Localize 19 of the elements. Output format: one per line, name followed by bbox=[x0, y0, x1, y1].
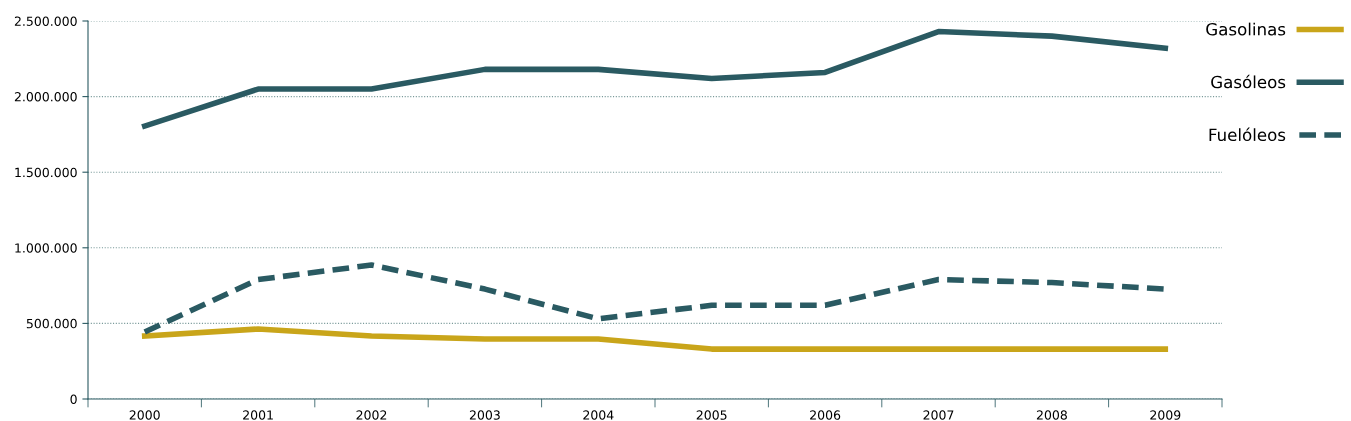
y-tick-label: 2.000.000 bbox=[14, 92, 77, 102]
y-tick-label: 2.500.000 bbox=[14, 16, 77, 26]
x-tick-label: 2009 bbox=[1150, 410, 1181, 420]
y-tick-label: 1.000.000 bbox=[15, 243, 77, 253]
x-tick-label: 2003 bbox=[469, 410, 500, 420]
y-tick-label: 1.500.000 bbox=[15, 167, 77, 178]
legend-label: Gasóleos bbox=[1211, 74, 1286, 89]
x-tick-label: 2008 bbox=[1036, 410, 1067, 420]
legend-label: Gasolinas bbox=[1206, 22, 1286, 36]
y-tick-label: 0 bbox=[70, 394, 77, 404]
x-tick-label: 2000 bbox=[129, 410, 160, 420]
x-tick-label: 2007 bbox=[923, 410, 954, 420]
x-tick-label: 2005 bbox=[696, 410, 727, 420]
x-tick-label: 2006 bbox=[810, 410, 841, 420]
x-tick-label: 2001 bbox=[243, 410, 273, 420]
x-tick-label: 2004 bbox=[583, 410, 614, 420]
y-tick-label: 500.000 bbox=[26, 318, 77, 329]
legend-label: Fuelóleos bbox=[1209, 127, 1286, 142]
x-tick-label: 2002 bbox=[356, 410, 387, 420]
